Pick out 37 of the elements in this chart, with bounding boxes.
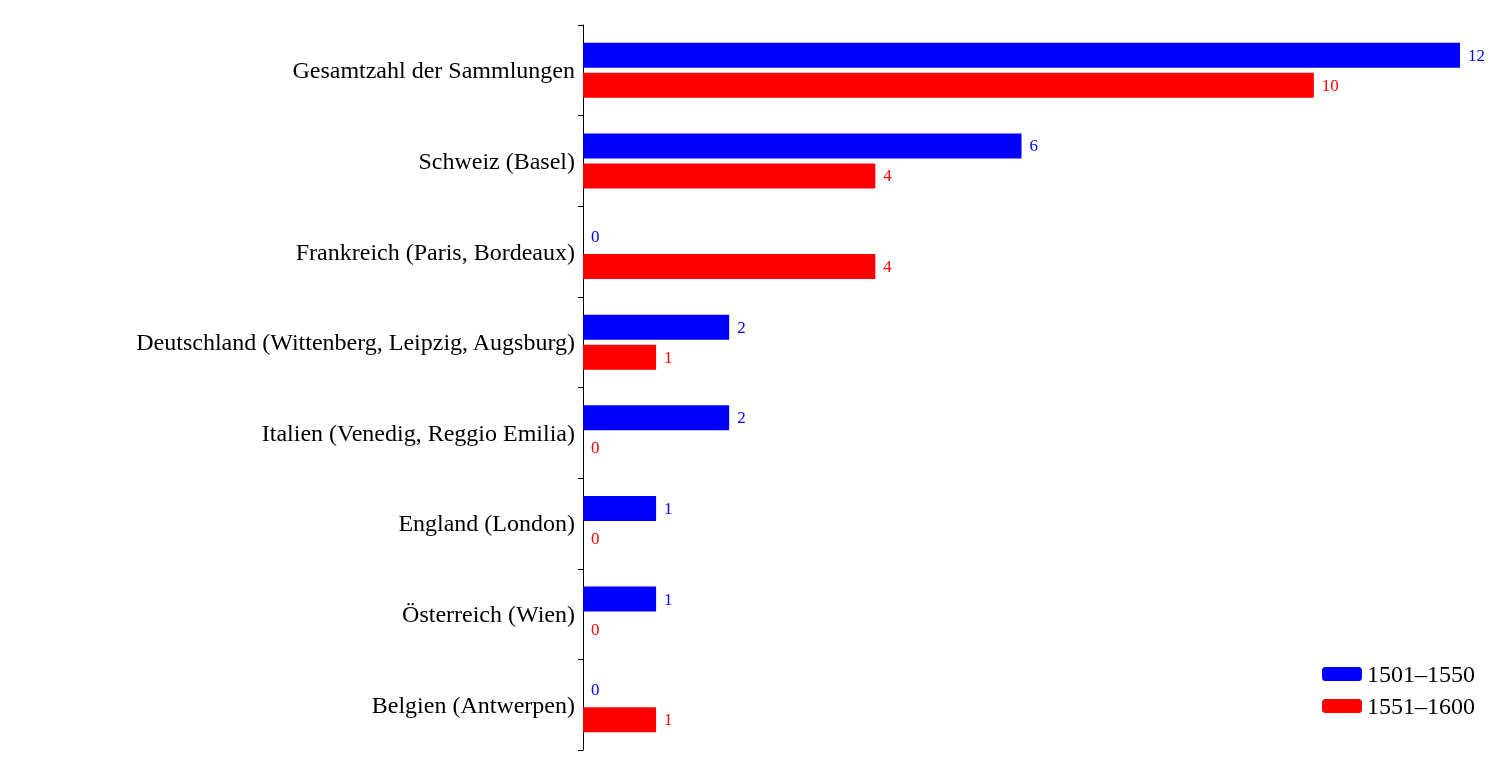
- data-label: 2: [737, 317, 746, 337]
- data-label: 1: [664, 589, 673, 609]
- y-tick-label: Deutschland (Wittenberg, Leipzig, Augsburg): [136, 329, 575, 356]
- data-label: 1: [664, 710, 673, 730]
- data-label: 12: [1468, 45, 1485, 65]
- bar: [583, 314, 730, 340]
- bar: [583, 707, 657, 733]
- legend-label: 1551–1600: [1367, 693, 1475, 719]
- bar: [583, 42, 1460, 68]
- y-tick-label: Italien (Venedig, Reggio Emilia): [261, 419, 575, 446]
- data-label: 0: [591, 227, 600, 247]
- y-tick-label: England (London): [398, 510, 575, 537]
- bar: [583, 495, 657, 521]
- y-tick-label: Gesamtzahl der Sammlungen: [292, 57, 575, 84]
- data-label: 1: [664, 498, 673, 518]
- bar: [583, 254, 876, 280]
- data-label: 0: [591, 438, 600, 458]
- data-label: 0: [591, 528, 600, 548]
- bar: [583, 72, 1314, 98]
- bar: [583, 586, 657, 612]
- data-label: 0: [591, 619, 600, 639]
- bar: [583, 344, 657, 370]
- legend-label: 1501–1550: [1367, 661, 1475, 687]
- bar: [583, 405, 730, 431]
- y-tick-label: Belgien (Antwerpen): [371, 691, 575, 718]
- data-label: 4: [883, 257, 893, 277]
- data-label: 10: [1321, 75, 1339, 95]
- data-label: 4: [883, 166, 893, 186]
- y-tick-label: Frankreich (Paris, Bordeaux): [295, 238, 575, 265]
- bar: [583, 133, 1022, 159]
- data-label: 1: [664, 347, 673, 367]
- data-label: 2: [737, 408, 746, 428]
- data-label: 6: [1029, 136, 1038, 156]
- data-label: 0: [591, 680, 600, 700]
- y-tick-label: Österreich (Wien): [402, 601, 575, 628]
- bar: [583, 163, 876, 189]
- y-tick-label: Schweiz (Basel): [418, 147, 575, 174]
